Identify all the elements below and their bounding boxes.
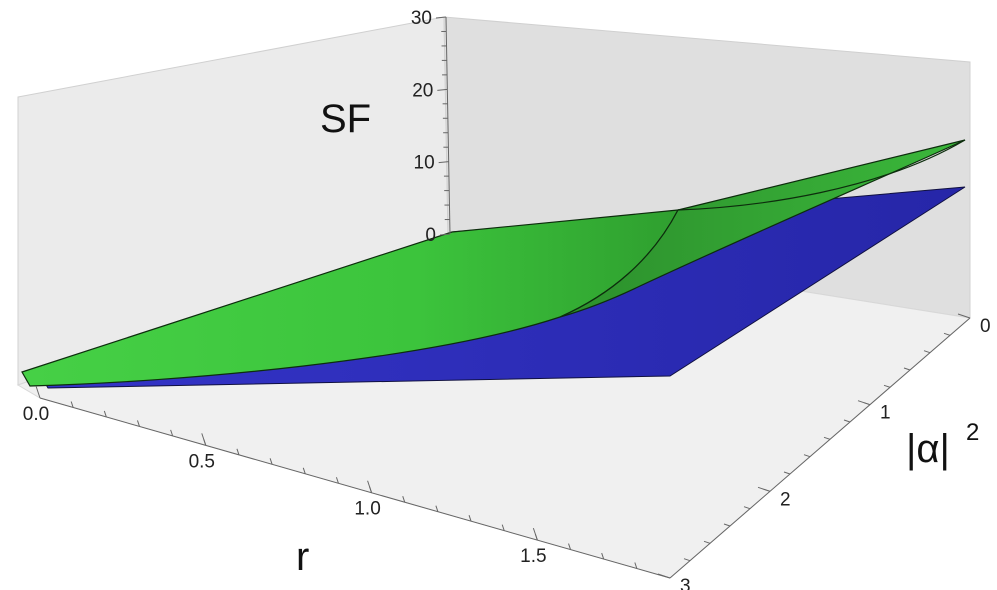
r-minor-tick bbox=[269, 458, 273, 465]
alpha-axis-line bbox=[669, 317, 971, 579]
z-tick bbox=[435, 16, 447, 19]
alpha-minor-tick bbox=[823, 436, 831, 440]
alpha-minor-tick bbox=[763, 488, 771, 492]
r-minor-tick bbox=[203, 439, 207, 446]
alpha-axis-title-exponent: 2 bbox=[966, 419, 979, 446]
z-tick bbox=[439, 233, 451, 236]
alpha-minor-tick bbox=[923, 350, 931, 354]
alpha-tick-label: 0 bbox=[980, 316, 991, 337]
r-minor-tick bbox=[534, 533, 538, 541]
r-minor-tick bbox=[103, 410, 107, 418]
r-minor-tick bbox=[435, 505, 439, 512]
z-tick-label: 10 bbox=[414, 153, 435, 174]
alpha-axis-title: |α| bbox=[906, 427, 950, 471]
alpha-minor-tick bbox=[903, 367, 911, 371]
alpha-minor-tick bbox=[723, 523, 731, 527]
alpha-tick bbox=[957, 313, 971, 319]
r-tick-label: 0.0 bbox=[23, 404, 49, 425]
z-tick-label: 20 bbox=[412, 80, 433, 101]
r-minor-tick bbox=[369, 486, 373, 493]
r-minor-tick bbox=[136, 420, 140, 427]
alpha-ticks: 0 1 2 3 bbox=[657, 313, 991, 590]
z-tick bbox=[438, 161, 449, 164]
r-minor-tick bbox=[601, 552, 605, 560]
green-surface-back bbox=[559, 139, 966, 318]
r-tick-label: 0.5 bbox=[189, 451, 215, 472]
z-tick-label: 0 bbox=[425, 225, 436, 246]
r-minor-tick bbox=[335, 477, 339, 484]
alpha-minor-tick bbox=[863, 402, 871, 406]
alpha-minor-tick bbox=[783, 471, 791, 475]
r-tick-label: 1.5 bbox=[520, 546, 546, 567]
r-minor-tick bbox=[568, 543, 572, 550]
alpha-tick-label: 2 bbox=[780, 489, 791, 510]
alpha-minor-tick bbox=[883, 384, 891, 388]
r-axis-title: r bbox=[296, 535, 309, 579]
r-minor-tick bbox=[501, 524, 505, 531]
alpha-minor-tick bbox=[803, 454, 811, 458]
r-minor-tick bbox=[236, 448, 240, 456]
r-tick-label: 1.0 bbox=[354, 499, 380, 520]
alpha-minor-tick bbox=[743, 506, 751, 510]
z-axis-title: SF bbox=[320, 97, 371, 141]
alpha-tick bbox=[657, 573, 671, 579]
green-surface-top-edge bbox=[677, 139, 966, 211]
r-minor-tick bbox=[402, 496, 406, 503]
alpha-tick-label: 1 bbox=[880, 403, 891, 424]
r-minor-tick bbox=[70, 401, 74, 408]
r-minor-tick bbox=[468, 514, 472, 522]
alpha-tick-label: 3 bbox=[680, 576, 691, 590]
r-ticks: 0.0 0.5 1.0 1.5 bbox=[23, 385, 638, 569]
alpha-minor-tick bbox=[683, 558, 691, 562]
r-axis-line bbox=[39, 397, 671, 579]
z-ticks: 0 10 20 30 bbox=[411, 8, 451, 246]
alpha-minor-tick bbox=[943, 332, 951, 336]
z-axis-line bbox=[445, 16, 451, 235]
z-tick-label: 30 bbox=[411, 8, 432, 29]
r-tick bbox=[35, 385, 41, 399]
z-tick bbox=[437, 88, 448, 91]
r-minor-tick bbox=[170, 429, 174, 437]
r-minor-tick bbox=[302, 467, 306, 474]
alpha-minor-tick bbox=[703, 540, 711, 544]
r-minor-tick bbox=[634, 562, 638, 569]
alpha-minor-tick bbox=[843, 419, 851, 423]
